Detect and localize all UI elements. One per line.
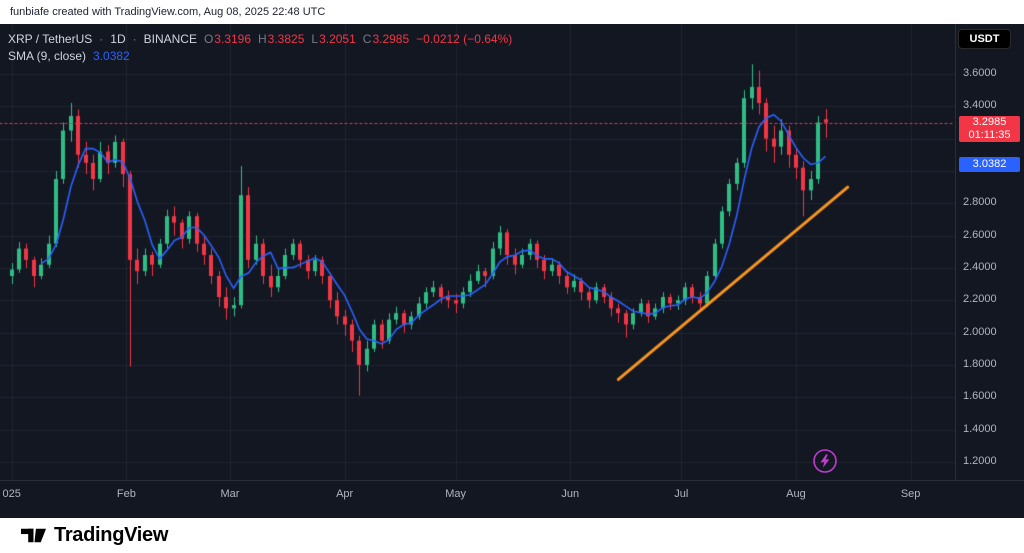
exchange-label: BINANCE — [143, 31, 197, 46]
time-tick-label: Feb — [116, 488, 136, 500]
symbol-name: XRP / TetherUS — [8, 31, 93, 46]
price-tick-label: 2.2000 — [963, 293, 997, 306]
price-tick-label: 2.4000 — [963, 260, 997, 273]
attribution-bar: funbiafe created with TradingView.com, A… — [0, 0, 1024, 24]
price-tick-label: 3.4000 — [963, 99, 997, 112]
tradingview-logo-text: TradingView — [54, 524, 169, 546]
open-value: O 3.3196 — [203, 31, 251, 46]
time-tick-label: Jul — [674, 488, 689, 500]
currency-toggle-button[interactable]: USDT — [958, 29, 1011, 49]
close-value: C 3.2985 — [362, 31, 410, 46]
interval-label: 1D — [110, 31, 126, 46]
lightning-boost-icon[interactable] — [812, 448, 838, 474]
time-axis[interactable]: 025 Feb Mar Apr May Jun Jul Aug Sep — [0, 480, 1024, 518]
low-value: L 3.2051 — [311, 31, 356, 46]
footer-bar: TradingView — [0, 518, 1024, 553]
last-price-value: 3.2985 — [972, 115, 1007, 128]
high-value: H 3.3825 — [258, 31, 305, 46]
time-tick-label: Mar — [220, 488, 240, 500]
time-tick-label: Jun — [561, 488, 580, 500]
bar-countdown: 01:11:35 — [968, 128, 1011, 141]
price-tick-label: 1.4000 — [963, 422, 997, 435]
change-value: −0.0212 (−0.64%) — [416, 31, 513, 46]
price-tick-label: 2.8000 — [963, 196, 997, 209]
last-price-badge: 3.2985 01:11:35 — [959, 115, 1020, 142]
indicator-value: 3.0382 — [93, 48, 130, 63]
attribution-text: funbiafe created with TradingView.com, A… — [10, 6, 326, 18]
tradingview-logo-icon — [20, 528, 47, 543]
indicator-legend-row[interactable]: SMA (9, close) 3.0382 — [8, 47, 512, 64]
price-tick-label: 1.8000 — [963, 357, 997, 370]
time-tick-label: 025 — [2, 488, 21, 500]
price-tick-label: 1.2000 — [963, 454, 997, 467]
time-tick-label: Aug — [786, 488, 806, 500]
sma-value-badge: 3.0382 — [959, 156, 1020, 172]
indicator-name: SMA (9, close) — [8, 48, 87, 63]
price-tick-label: 2.0000 — [963, 325, 997, 338]
price-tick-label: 3.6000 — [963, 66, 997, 79]
price-axis[interactable]: 3.2985 01:11:35 3.0382 3.6000 3.4000 2.800… — [955, 24, 1024, 480]
tradingview-logo[interactable]: TradingView — [20, 522, 168, 549]
time-tick-label: Apr — [336, 488, 354, 500]
time-tick-label: Sep — [900, 488, 921, 500]
legend-separator: · — [99, 31, 104, 46]
legend-separator: · — [132, 31, 137, 46]
candlestick-chart-canvas[interactable] — [0, 24, 955, 480]
price-tick-label: 1.6000 — [963, 390, 997, 403]
price-tick-label: 2.6000 — [963, 228, 997, 241]
time-tick-label: May — [445, 488, 466, 500]
